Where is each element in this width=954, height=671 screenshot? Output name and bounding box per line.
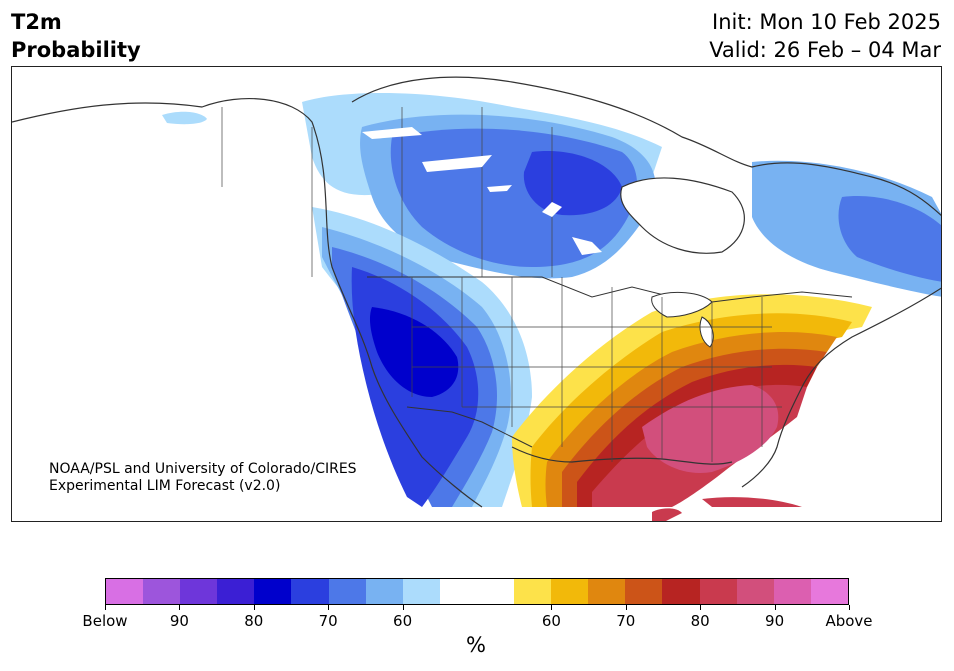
gulf-coastline	[511, 446, 733, 465]
royal-blue-zone-hudson	[523, 151, 622, 216]
colorbar-segment	[551, 579, 589, 604]
colorbar-segment	[180, 579, 218, 604]
colorbar-segment	[291, 579, 329, 604]
title-type: Probability	[11, 38, 141, 62]
colorbar-tick-mark	[105, 605, 106, 610]
colorbar-tick-label: 80	[690, 612, 710, 630]
coastline-west	[12, 98, 483, 508]
colorbar-segment	[699, 579, 737, 604]
colorbar-tick-label: 60	[541, 612, 561, 630]
colorbar-segment	[588, 579, 626, 604]
colorbar-segment	[662, 579, 700, 604]
crimson-zone-mexico	[652, 508, 682, 521]
credit-line-2: Experimental LIM Forecast (v2.0)	[49, 478, 281, 494]
colorbar-tick-mark	[328, 605, 330, 610]
colorbar-segment	[143, 579, 181, 604]
valid-range: Valid: 26 Feb – 04 Mar	[709, 38, 941, 62]
colorbar-segment	[365, 579, 403, 604]
colorbar-segment	[402, 579, 440, 604]
colorbar-tick-mark	[774, 605, 776, 610]
us-mexico-border	[406, 406, 533, 448]
colorbar-tick-mark	[700, 605, 702, 610]
great-lakes	[651, 292, 714, 348]
colorbar-segment	[625, 579, 663, 604]
colorbar-segment	[328, 579, 366, 604]
colorbar-tick-mark	[179, 605, 181, 610]
colorbar-tick-label: 60	[393, 612, 413, 630]
colorbar-tick-mark	[402, 605, 404, 610]
title-left: T2m Probability	[11, 8, 141, 64]
colorbar-segment	[773, 579, 811, 604]
colorbar-tick-label: Below	[82, 612, 128, 630]
coastline-north	[351, 76, 941, 216]
title-variable: T2m	[11, 10, 62, 34]
colorbar-tick-mark	[849, 605, 850, 610]
white-lakes-canada	[362, 127, 602, 255]
colorbar-tick-label: 70	[616, 612, 636, 630]
pale-blue-zone-alaska	[162, 111, 207, 125]
credit-line-1: NOAA/PSL and University of Colorado/CIRE…	[49, 461, 357, 477]
colorbar-tick-label: 70	[318, 612, 338, 630]
init-date: Init: Mon 10 Feb 2025	[712, 10, 941, 34]
colorbar-tick-label: 90	[765, 612, 785, 630]
colorbar-segment	[810, 579, 848, 604]
colorbar	[105, 578, 849, 605]
forecast-map	[11, 66, 942, 522]
province-borders	[221, 107, 553, 277]
state-borders	[411, 277, 782, 462]
colorbar-segment	[514, 579, 552, 604]
colorbar-segment	[217, 579, 255, 604]
crimson-zone-cuba	[702, 497, 802, 507]
colorbar-unit: %	[466, 633, 486, 657]
colorbar-tick-label: 90	[169, 612, 189, 630]
deep-blue-zone-west	[369, 307, 459, 397]
colorbar-segment	[254, 579, 292, 604]
colorbar-segment	[736, 579, 774, 604]
colorbar-tick-label: Above	[825, 612, 873, 630]
colorbar-tick-mark	[253, 605, 255, 610]
colorbar-tick-label: 80	[244, 612, 264, 630]
colorbar-tick-mark	[551, 605, 553, 610]
credit-text: NOAA/PSL and University of Colorado/CIRE…	[49, 461, 357, 495]
colorbar-segment	[439, 579, 477, 604]
map-canvas	[12, 76, 941, 521]
colorbar-segment	[476, 579, 515, 604]
coastline-east	[741, 287, 941, 488]
colorbar-tick-mark	[625, 605, 627, 610]
hudson-bay-outline	[620, 177, 745, 254]
colorbar-segment	[106, 579, 144, 604]
mid-blue-zone-east-canada	[838, 196, 941, 282]
title-right: Init: Mon 10 Feb 2025 Valid: 26 Feb – 04…	[709, 8, 941, 64]
